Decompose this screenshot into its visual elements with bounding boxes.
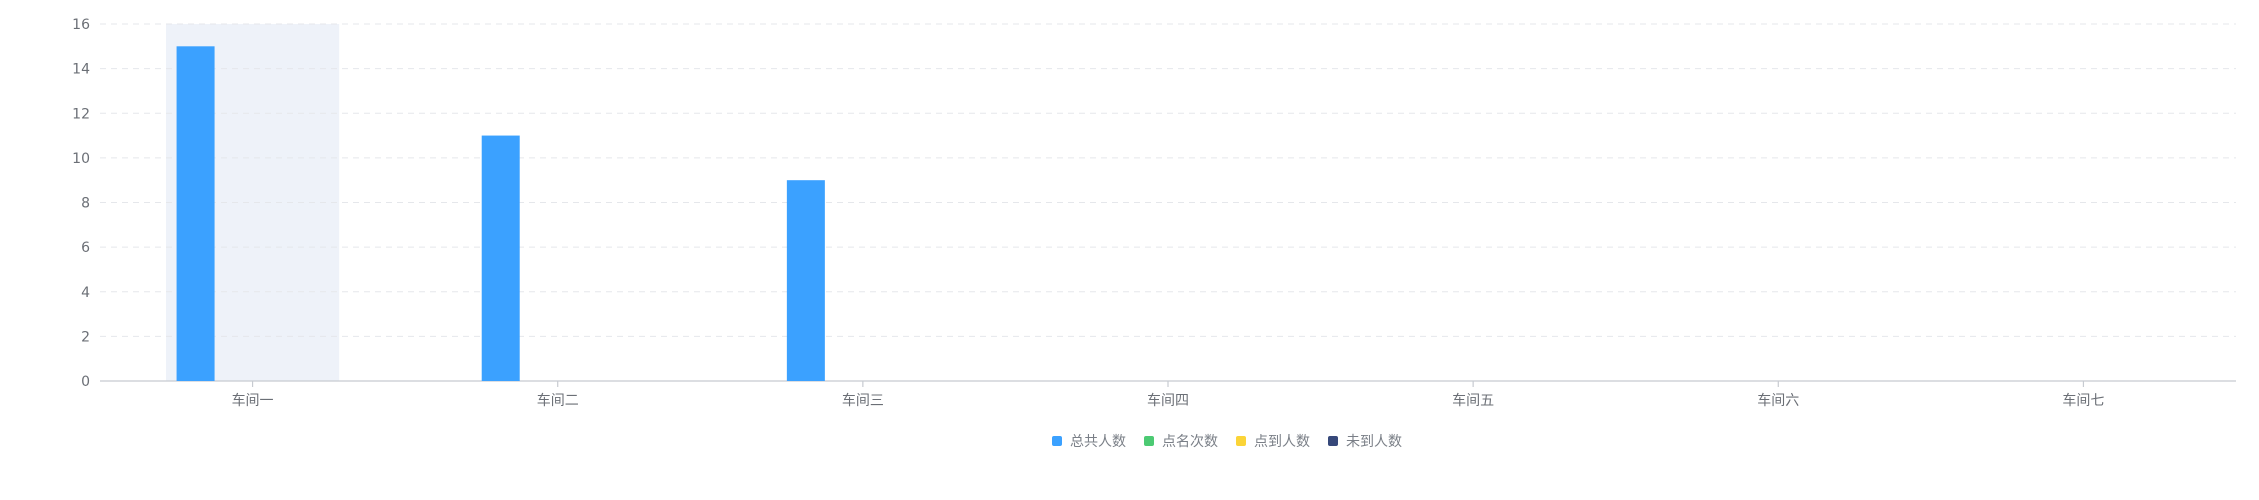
y-tick-label: 0 — [81, 374, 90, 390]
legend-swatch[interactable] — [1236, 436, 1246, 446]
legend-label[interactable]: 点名次数 — [1162, 434, 1218, 450]
legend-label[interactable]: 总共人数 — [1070, 434, 1126, 450]
legend-swatch[interactable] — [1052, 436, 1062, 446]
bar[interactable] — [786, 180, 825, 381]
y-tick-label: 14 — [72, 62, 90, 78]
x-tick-label: 车间三 — [842, 392, 884, 409]
x-tick-label: 车间六 — [1757, 392, 1799, 409]
legend-swatch[interactable] — [1328, 436, 1338, 446]
legend-label[interactable]: 未到人数 — [1346, 434, 1402, 450]
y-tick-label: 12 — [72, 106, 90, 122]
x-tick-label: 车间七 — [2062, 392, 2104, 409]
y-tick-label: 2 — [81, 329, 90, 345]
y-tick-label: 8 — [81, 196, 90, 212]
legend-swatch[interactable] — [1144, 436, 1154, 446]
y-tick-label: 6 — [81, 240, 90, 256]
y-tick-label: 16 — [72, 17, 90, 33]
x-tick-label: 车间一 — [232, 392, 274, 409]
x-tick-label: 车间二 — [537, 392, 579, 409]
x-tick-label: 车间五 — [1452, 392, 1494, 409]
x-tick-label: 车间四 — [1147, 392, 1189, 409]
bar[interactable] — [481, 135, 520, 381]
y-tick-label: 10 — [72, 151, 90, 167]
y-tick-label: 4 — [81, 285, 90, 301]
bar[interactable] — [176, 46, 215, 381]
legend-label[interactable]: 点到人数 — [1254, 434, 1310, 450]
